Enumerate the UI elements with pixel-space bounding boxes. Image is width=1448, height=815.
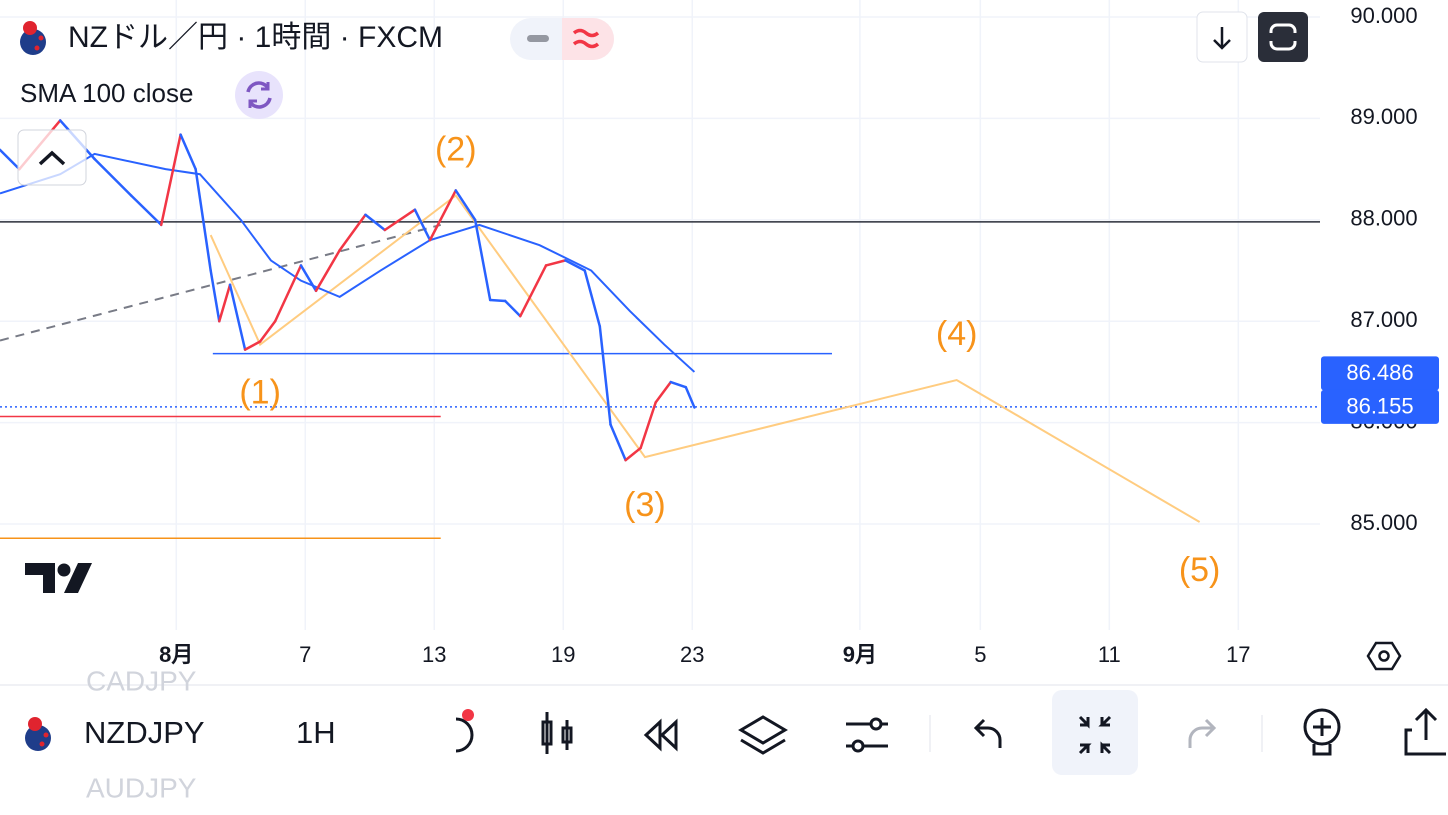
tradingview-logo bbox=[25, 563, 92, 593]
symbol-backdrop bbox=[0, 700, 440, 770]
price-segment bbox=[364, 213, 387, 232]
x-tick-label: 5 bbox=[974, 642, 986, 667]
price-segment bbox=[473, 218, 492, 302]
price-segment bbox=[93, 157, 133, 197]
price-segment bbox=[519, 264, 548, 318]
price-segment bbox=[383, 208, 417, 232]
undo-button[interactable] bbox=[973, 718, 1002, 748]
plot-area: (1) (2) (3) (4) (5) 90.000 89.000 88.000 87.000 8… bbox=[0, 0, 1448, 667]
symbol-flag bbox=[25, 717, 51, 751]
price-segment bbox=[654, 380, 672, 404]
fullscreen-button[interactable] bbox=[1258, 12, 1308, 62]
alert-button[interactable] bbox=[1303, 708, 1341, 756]
indicator-button[interactable] bbox=[235, 71, 283, 119]
price-segment bbox=[488, 298, 507, 303]
price-segment bbox=[598, 325, 612, 426]
wave-label: (5) bbox=[1179, 551, 1221, 589]
wave-line bbox=[209, 194, 1201, 523]
interval-button[interactable]: 1H bbox=[296, 715, 336, 750]
price-label: 86.486 bbox=[1346, 360, 1413, 385]
wave-label: (1) bbox=[239, 374, 281, 412]
price-label-box bbox=[1321, 356, 1439, 391]
wave-label: (3) bbox=[624, 486, 666, 524]
price-segment bbox=[639, 401, 657, 450]
y-tick-label: 89.000 bbox=[1350, 104, 1417, 129]
price-segment bbox=[129, 194, 163, 227]
price-label: 86.155 bbox=[1346, 394, 1413, 419]
layers-button[interactable] bbox=[738, 715, 788, 755]
price-segment bbox=[218, 283, 232, 323]
prev-symbol: CADJPY bbox=[86, 665, 197, 696]
x-tick-label: 7 bbox=[299, 642, 311, 667]
visibility-toggle[interactable] bbox=[510, 18, 614, 60]
wave-label: (4) bbox=[936, 315, 978, 353]
indicator-label: SMA 100 close bbox=[20, 78, 193, 108]
price-segment bbox=[314, 249, 341, 293]
collapse-button[interactable] bbox=[17, 129, 87, 186]
price-segment bbox=[194, 167, 212, 272]
x-tick-label: 11 bbox=[1098, 642, 1121, 667]
axis-settings-button[interactable] bbox=[1366, 641, 1402, 671]
price-segment bbox=[159, 133, 182, 227]
price-segment bbox=[428, 189, 458, 242]
redo-button[interactable] bbox=[1188, 718, 1217, 748]
y-tick-label: 88.000 bbox=[1350, 206, 1417, 231]
chart-type-button[interactable] bbox=[541, 712, 573, 754]
price-segment bbox=[624, 446, 642, 462]
indicators-button[interactable] bbox=[455, 709, 474, 753]
price-segment bbox=[413, 208, 432, 242]
y-tick-label: 85.000 bbox=[1350, 510, 1417, 535]
x-tick-label: 23 bbox=[680, 642, 704, 667]
scroll-button[interactable] bbox=[1196, 11, 1248, 63]
x-tick-label: 13 bbox=[422, 642, 446, 667]
chart-title: NZドル／円 · 1時間 · FXCM bbox=[68, 21, 443, 54]
x-tick-label: 19 bbox=[551, 642, 575, 667]
price-segment bbox=[583, 269, 602, 328]
price-segment bbox=[609, 423, 627, 462]
price-segment bbox=[299, 264, 318, 293]
price-axis bbox=[1320, 0, 1448, 630]
price-segment bbox=[179, 133, 197, 171]
price-segment bbox=[544, 259, 567, 267]
replay-button[interactable] bbox=[643, 718, 678, 752]
settings-button[interactable] bbox=[846, 717, 888, 753]
collapse-layout-button[interactable] bbox=[1052, 690, 1138, 775]
price-segment bbox=[564, 259, 587, 272]
price-segment bbox=[454, 189, 477, 222]
price-segment bbox=[338, 213, 367, 252]
price-segment bbox=[684, 385, 696, 409]
sma-line bbox=[0, 152, 696, 373]
price-segment bbox=[209, 269, 221, 323]
price-segment bbox=[669, 380, 688, 389]
price-label-box bbox=[1321, 389, 1439, 424]
x-tick-label: 17 bbox=[1226, 642, 1250, 667]
y-tick-label: 90.000 bbox=[1350, 3, 1417, 28]
x-tick-label: 8月 bbox=[159, 642, 193, 667]
price-segment bbox=[0, 148, 21, 171]
flag bbox=[20, 21, 46, 55]
symbol-button[interactable]: NZDJPY bbox=[84, 715, 205, 750]
x-tick-label: 9月 bbox=[843, 642, 877, 667]
trendline bbox=[0, 223, 441, 342]
price-segment bbox=[258, 319, 277, 343]
price-segment bbox=[273, 264, 303, 323]
price-segment bbox=[243, 340, 262, 351]
wave-label: (2) bbox=[435, 130, 477, 168]
price-segment bbox=[503, 299, 522, 318]
y-tick-label: 87.000 bbox=[1350, 307, 1417, 332]
share-button[interactable] bbox=[1404, 707, 1446, 756]
price-segment bbox=[228, 283, 247, 351]
next-symbol: AUDJPY bbox=[86, 772, 197, 803]
